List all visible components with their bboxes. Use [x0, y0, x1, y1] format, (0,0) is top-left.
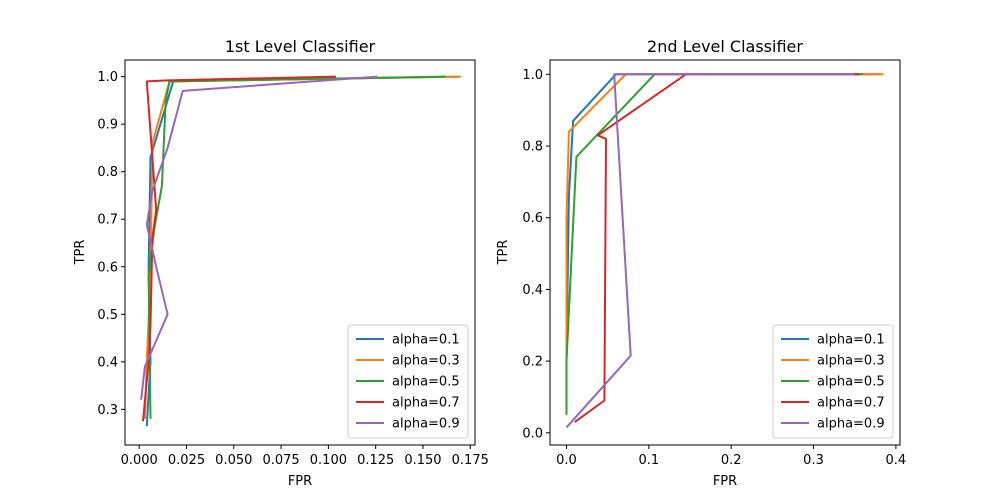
- legend-label: alpha=0.3: [817, 354, 885, 369]
- x-tick-label: 0.000: [121, 453, 158, 468]
- legend-label: alpha=0.7: [817, 396, 885, 411]
- y-tick-label: 0.6: [522, 211, 543, 226]
- axes-ticks: 0.000 0.025 0.050 0.075 0.100 0.125 0.150 0.175…: [97, 70, 489, 468]
- legend-label: alpha=0.1: [392, 333, 460, 348]
- y-tick-label: 0.8: [97, 165, 118, 180]
- chart-1st-level: 1st Level Classifier 0.000 0.025 0.050 0.07…: [73, 37, 489, 489]
- x-tick-label: 0.150: [404, 453, 441, 468]
- y-tick-label: 0.7: [97, 213, 118, 228]
- x-tick-label: 0.075: [262, 453, 299, 468]
- axes-frame: [124, 59, 476, 446]
- series-line-alpha-0-9: [140, 75, 378, 400]
- legend-label: alpha=0.7: [392, 396, 460, 411]
- plot-lines: [140, 75, 461, 427]
- plot-lines: [565, 73, 884, 429]
- legend-label: alpha=0.9: [817, 417, 885, 432]
- y-tick-label: 0.9: [97, 118, 118, 133]
- x-axis-label: FPR: [288, 474, 312, 489]
- legend: alpha=0.1 alpha=0.3 alpha=0.5 alpha=0.7 alph…: [347, 324, 469, 439]
- y-tick-label: 0.2: [522, 355, 543, 370]
- series-line-alpha-0-5: [147, 75, 446, 419]
- y-tick-label: 1.0: [522, 68, 543, 83]
- legend-label: alpha=0.3: [392, 354, 460, 369]
- legend-label: alpha=0.5: [817, 375, 885, 390]
- chart-title: 1st Level Classifier: [225, 37, 376, 56]
- x-tick-label: 0.125: [357, 453, 394, 468]
- x-axis-label: FPR: [713, 474, 737, 489]
- y-tick-label: 0.8: [522, 140, 543, 155]
- legend-label: alpha=0.1: [817, 333, 885, 348]
- x-tick-label: 0.050: [215, 453, 252, 468]
- y-tick-label: 0.3: [97, 403, 118, 418]
- y-tick-label: 0.0: [522, 426, 543, 441]
- legend-label: alpha=0.5: [392, 375, 460, 390]
- y-axis-label: TPR: [73, 240, 88, 266]
- axes-frame: [549, 59, 901, 446]
- y-tick-label: 1.0: [97, 70, 118, 85]
- chart-2nd-level: 2nd Level Classifier 0.0 0.1 0.2 0.3 0.40.00…: [496, 37, 906, 489]
- y-tick-label: 0.5: [97, 308, 118, 323]
- legend-box: [772, 324, 894, 439]
- x-tick-label: 0.4: [886, 453, 907, 468]
- y-axis-label: TPR: [496, 240, 511, 266]
- x-tick-label: 0.175: [452, 453, 489, 468]
- y-tick-label: 0.4: [97, 355, 118, 370]
- x-tick-label: 0.1: [638, 453, 659, 468]
- legend: alpha=0.1 alpha=0.3 alpha=0.5 alpha=0.7 alph…: [772, 324, 894, 439]
- x-tick-label: 0.0: [556, 453, 577, 468]
- y-tick-label: 0.4: [522, 283, 543, 298]
- y-tick-label: 0.6: [97, 260, 118, 275]
- legend-box: [347, 324, 469, 439]
- x-tick-label: 0.025: [168, 453, 205, 468]
- series-line-alpha-0-9: [565, 73, 855, 429]
- chart-title: 2nd Level Classifier: [647, 37, 803, 56]
- x-tick-label: 0.2: [721, 453, 742, 468]
- x-tick-label: 0.3: [803, 453, 824, 468]
- x-tick-label: 0.100: [310, 453, 347, 468]
- axes-ticks: 0.0 0.1 0.2 0.3 0.4 0.0 0.2 0.4 0.6 0.8 1.0: [522, 68, 906, 468]
- legend-label: alpha=0.9: [392, 417, 460, 432]
